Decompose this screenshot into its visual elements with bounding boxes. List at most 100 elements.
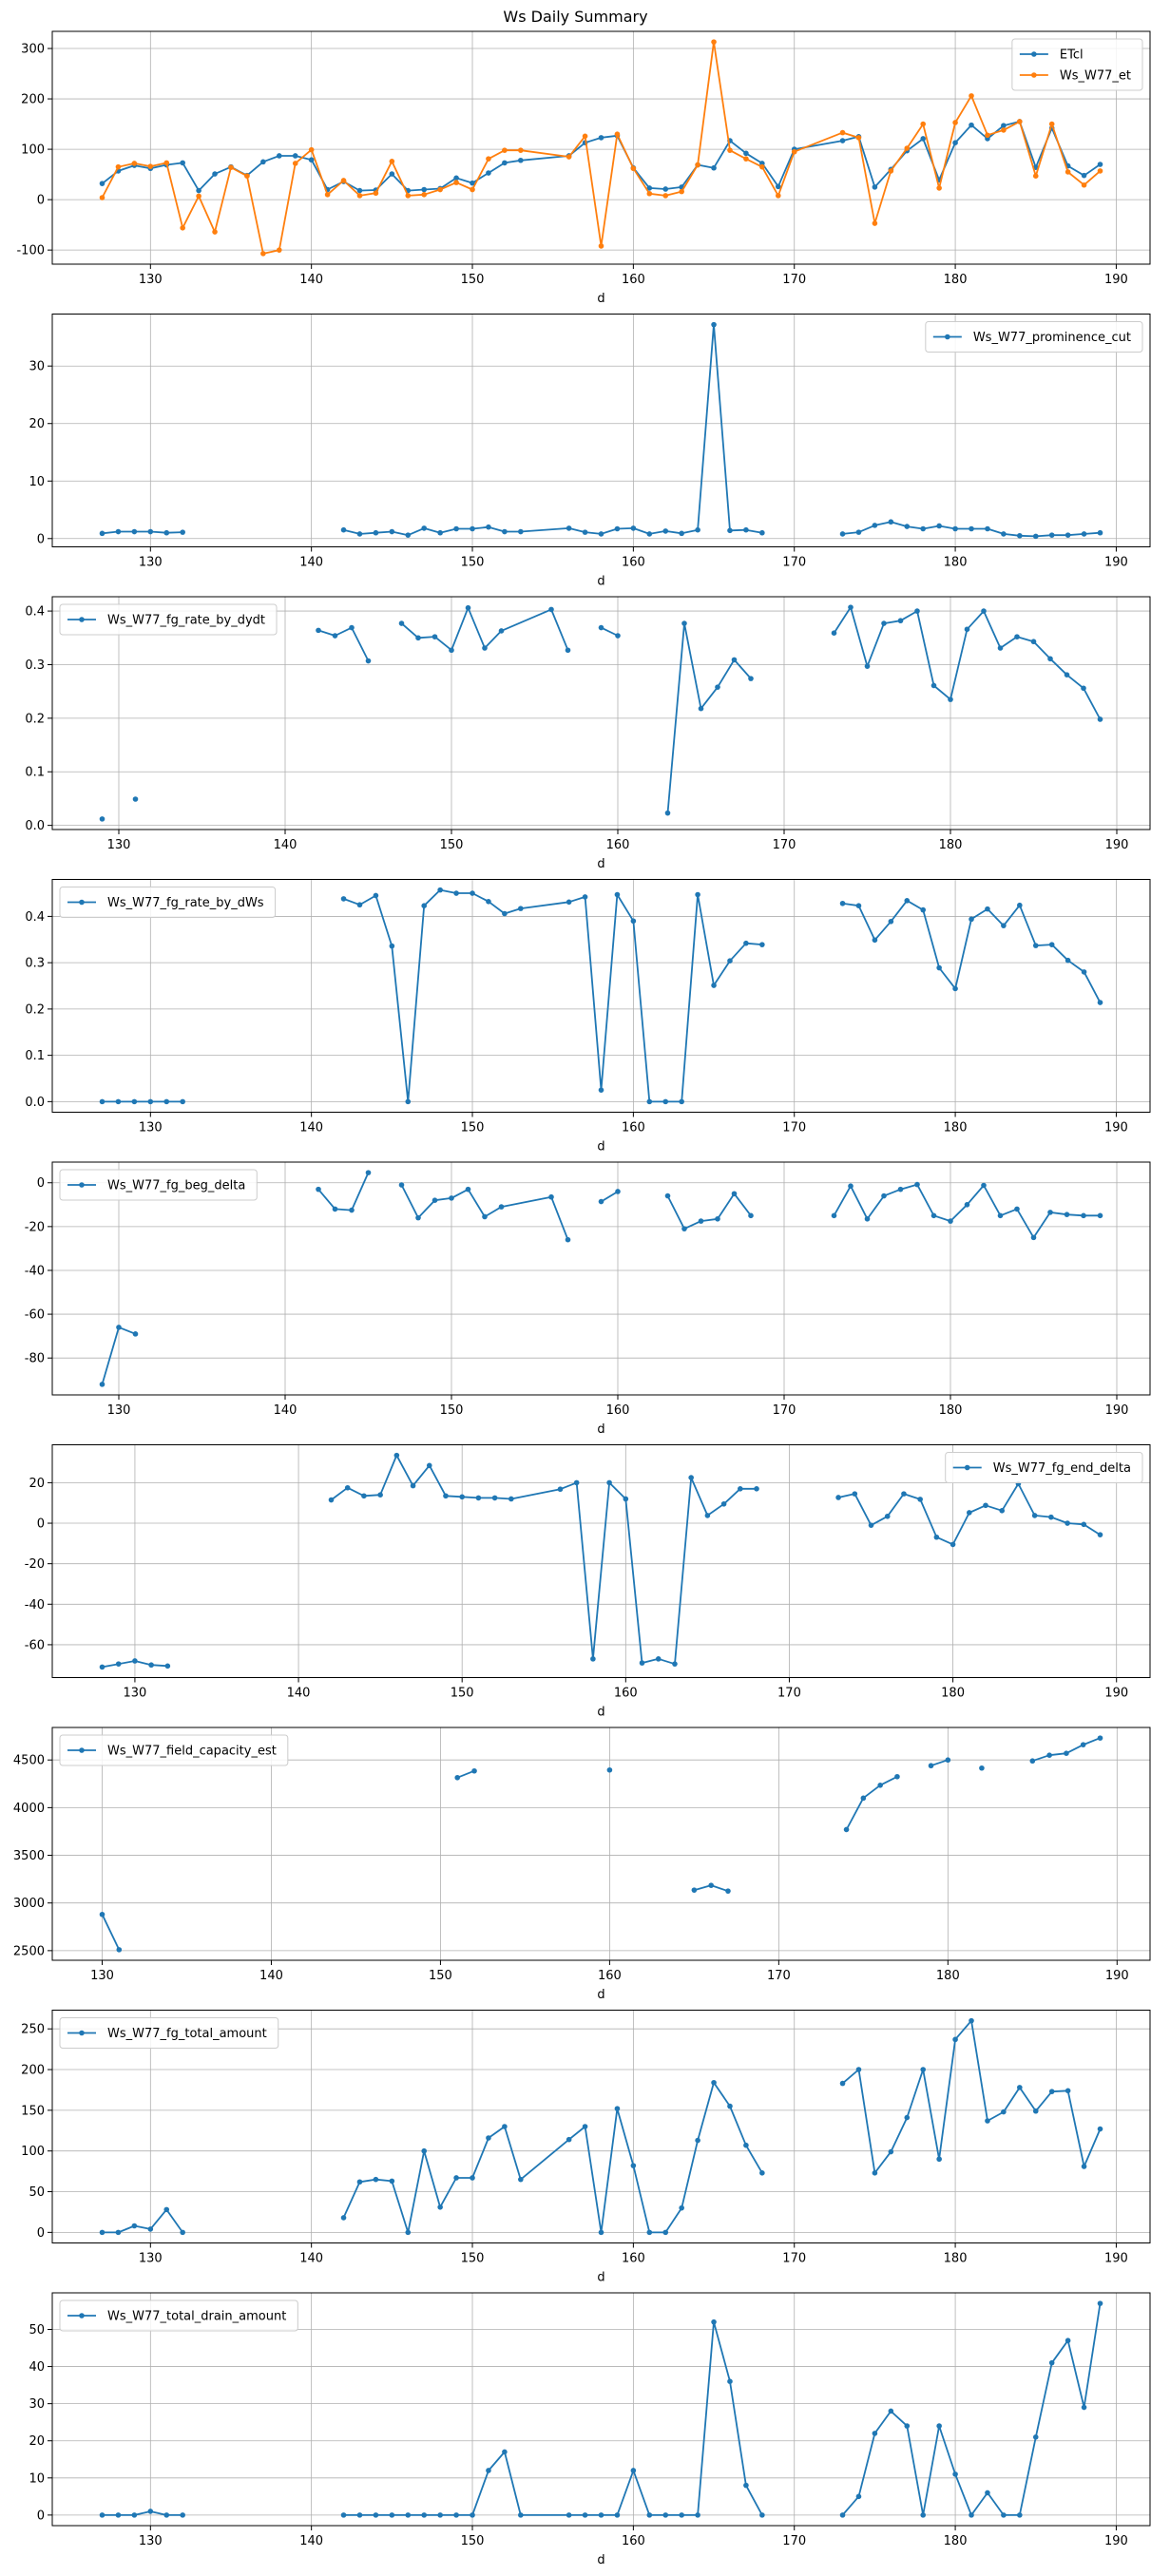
legend-box: [59, 603, 278, 636]
data-point: [99, 181, 106, 186]
x-tick-label: 160: [622, 2252, 645, 2266]
data-point: [708, 1882, 714, 1888]
x-tick-label: 170: [782, 1121, 806, 1135]
data-point: [715, 1215, 720, 1222]
data-point: [1097, 1532, 1103, 1537]
x-tick-label: 190: [1104, 273, 1128, 287]
data-point: [664, 810, 671, 816]
data-point: [470, 186, 475, 193]
data-point: [99, 1098, 106, 1105]
data-point: [1097, 1000, 1103, 1005]
data-point: [743, 526, 749, 533]
data-point: [1032, 173, 1039, 179]
data-point: [405, 532, 412, 538]
data-point: [679, 530, 684, 537]
data-point: [502, 2449, 508, 2455]
data-point: [196, 187, 201, 194]
data-point: [1017, 2512, 1023, 2518]
data-point: [711, 321, 717, 328]
data-point: [759, 2170, 765, 2176]
data-point: [1031, 1513, 1038, 1518]
data-point: [426, 1462, 432, 1469]
data-point: [933, 1534, 940, 1540]
data-point: [443, 1493, 449, 1499]
data-point: [748, 1212, 754, 1219]
data-point: [582, 133, 588, 140]
data-point: [848, 1183, 854, 1190]
data-point: [852, 1491, 858, 1497]
data-point: [930, 1212, 937, 1219]
data-point: [868, 1522, 874, 1528]
data-point: [1097, 2126, 1103, 2132]
data-point: [548, 1193, 554, 1200]
data-point: [920, 906, 927, 913]
data-point: [147, 163, 154, 169]
data-point: [582, 894, 588, 900]
x-tick-label: 180: [944, 2534, 968, 2548]
data-point: [1064, 672, 1070, 677]
x-tick-label: 170: [777, 1687, 801, 1701]
data-point: [759, 529, 765, 536]
data-point: [328, 1497, 335, 1503]
data-point: [969, 93, 974, 99]
data-point: [1097, 1212, 1103, 1219]
legend-box: [1011, 38, 1143, 91]
data-point: [983, 1502, 988, 1509]
y-tick-label: 0.3: [25, 957, 45, 971]
data-point: [711, 2318, 717, 2325]
y-tick-label: 0.3: [25, 658, 45, 673]
y-tick-label: 0: [37, 1517, 45, 1532]
data-point: [695, 2137, 700, 2144]
data-point: [131, 161, 138, 166]
x-axis-label: d: [597, 1422, 604, 1437]
data-point: [738, 1486, 743, 1492]
x-tick-label: 150: [461, 2534, 485, 2548]
data-point: [340, 2512, 347, 2518]
data-point: [393, 1452, 400, 1459]
data-point: [147, 528, 154, 535]
data-point: [1029, 1758, 1036, 1765]
subplot-8: 130 140 150 160 170 180 190 0 50 100 150 200 250 d Ws_…: [21, 2010, 1151, 2285]
data-point: [470, 2175, 475, 2181]
data-point: [132, 796, 139, 802]
data-point: [662, 1098, 669, 1105]
data-point: [437, 2512, 443, 2518]
data-point: [373, 529, 379, 536]
data-point: [711, 983, 717, 988]
data-point: [646, 1098, 653, 1105]
y-tick-label: 300: [21, 43, 45, 57]
y-tick-label: 200: [21, 93, 45, 107]
x-tick-label: 140: [299, 2252, 323, 2266]
legend-label: Ws_W77_et: [1060, 69, 1131, 84]
data-point: [945, 1757, 951, 1764]
data-point: [914, 1181, 920, 1188]
legend: Ws_W77_fg_total_amount: [59, 2017, 279, 2049]
data-point: [985, 525, 990, 532]
data-point: [623, 1496, 629, 1502]
data-point: [459, 1494, 465, 1500]
y-tick-label: 30: [29, 360, 45, 374]
data-point: [759, 942, 765, 947]
data-point: [471, 1767, 477, 1774]
subplot-3: 130 140 150 160 170 180 190 0.0 0.1 0.2 0.3 0.4 d Ws_…: [25, 596, 1151, 871]
data-point: [727, 147, 733, 153]
x-tick-label: 160: [622, 273, 645, 287]
data-point: [180, 2512, 185, 2518]
data-point: [888, 918, 894, 925]
data-point: [914, 608, 920, 614]
x-tick-label: 140: [259, 1969, 283, 1983]
data-point: [1065, 2337, 1071, 2344]
x-tick-label: 190: [1104, 2252, 1128, 2266]
data-point: [985, 132, 990, 139]
data-point: [598, 135, 604, 141]
x-tick-label: 130: [124, 1687, 147, 1701]
data-point: [308, 157, 315, 163]
x-tick-label: 180: [944, 273, 968, 287]
data-point: [1097, 168, 1103, 174]
data-point: [518, 528, 524, 535]
data-point: [646, 190, 653, 197]
data-point: [775, 183, 781, 190]
y-tick-label: 2500: [13, 1944, 45, 1958]
x-axis-label: d: [597, 1988, 604, 2002]
data-point: [389, 159, 395, 164]
